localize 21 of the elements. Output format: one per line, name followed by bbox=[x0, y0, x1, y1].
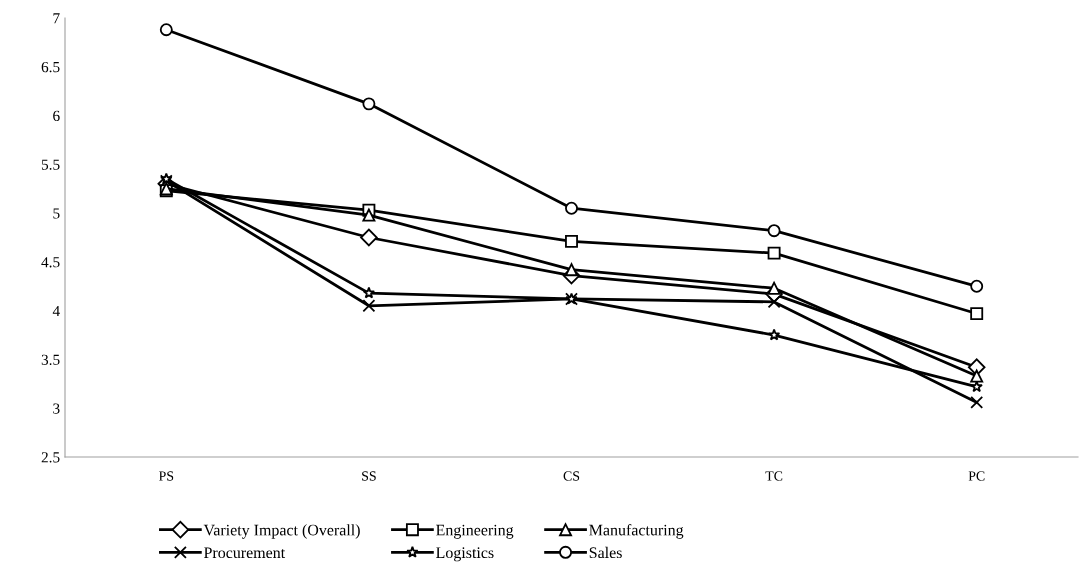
y-tick-label: 5 bbox=[53, 208, 60, 219]
y-tick-label: 2.5 bbox=[41, 452, 60, 463]
y-tick-label: 3.5 bbox=[41, 354, 60, 365]
x-tick-label: PS bbox=[158, 471, 174, 481]
x-tick-label: SS bbox=[362, 471, 376, 481]
y-tick-label: 4 bbox=[52, 305, 60, 316]
y-tick-label: 4.5 bbox=[41, 257, 60, 268]
y-tick-label: 7 bbox=[53, 13, 60, 24]
legend-label: Engineering bbox=[436, 524, 514, 539]
x-tick-label: PC bbox=[968, 471, 985, 481]
legend-label: Sales bbox=[589, 546, 622, 559]
legend-label: Logistics bbox=[436, 547, 494, 562]
x-tick-label: CS bbox=[563, 471, 580, 481]
y-tick-label: 3 bbox=[53, 403, 60, 414]
legend-label: Variety Impact (Overall) bbox=[203, 524, 360, 539]
legend-label: Procurement bbox=[204, 547, 286, 559]
x-tick-label: TC bbox=[765, 471, 783, 481]
y-tick-label: 6.5 bbox=[41, 61, 60, 73]
y-tick-label: 5.5 bbox=[41, 159, 60, 170]
y-tick-label: 6 bbox=[53, 110, 60, 122]
legend-label: Manufacturing bbox=[589, 524, 684, 539]
